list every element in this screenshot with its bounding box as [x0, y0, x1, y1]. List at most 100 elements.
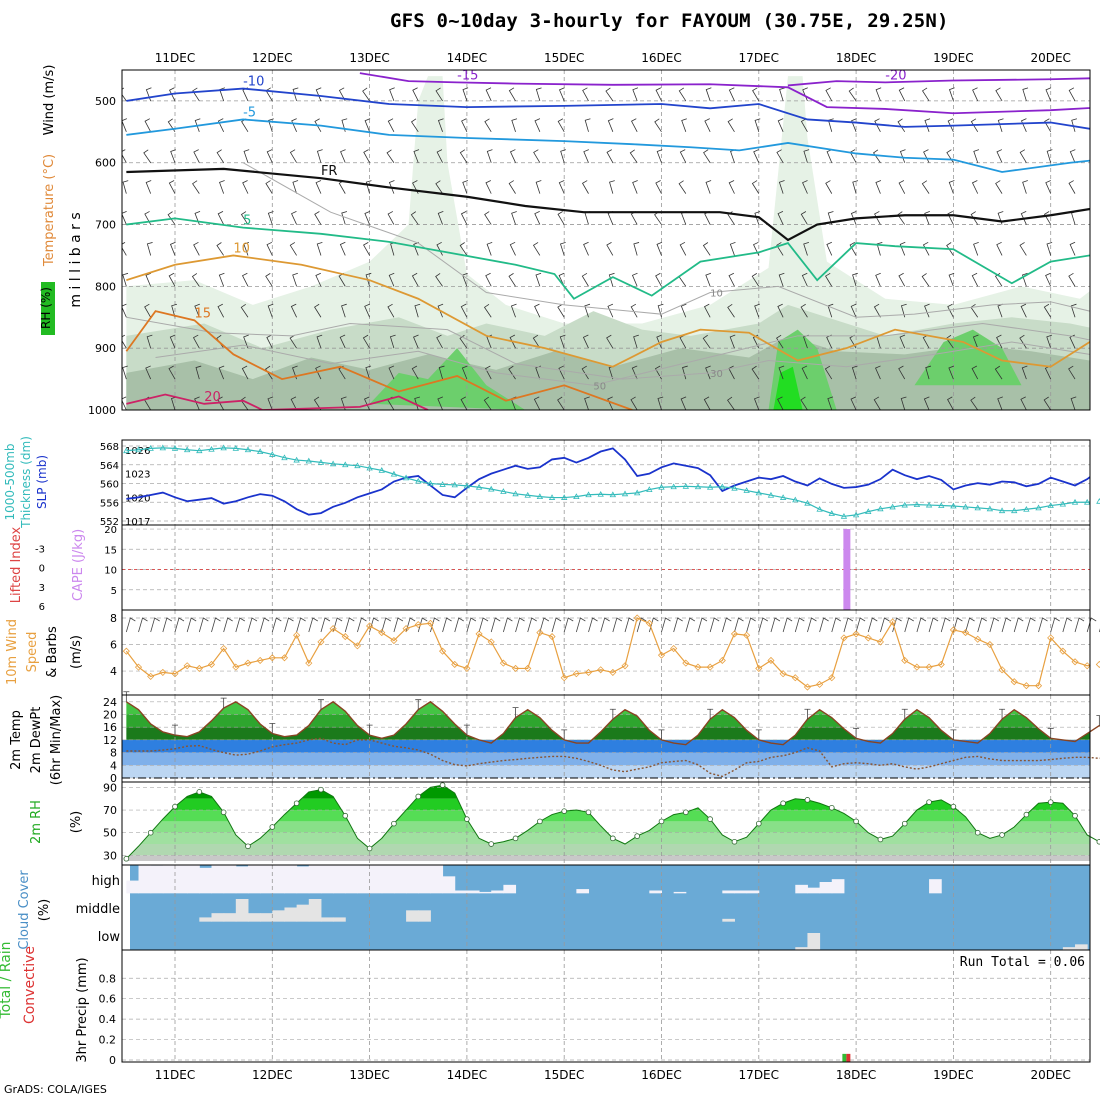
- wind-barb: [1045, 180, 1052, 194]
- wind-barb: [948, 180, 955, 194]
- wind-barb: [1045, 272, 1052, 287]
- wind-barb: [754, 118, 761, 132]
- wind-speed-marker: [341, 633, 349, 641]
- wind-barb: [996, 149, 1003, 163]
- wind-speed-marker: [682, 659, 690, 667]
- wind-barb: [508, 365, 516, 380]
- wind-speed-marker: [828, 674, 836, 682]
- cloud-high-bar: [150, 865, 164, 894]
- thickness-tick-label: 556: [100, 498, 119, 509]
- wind-barb: [582, 334, 589, 349]
- wind-barb: [900, 303, 907, 318]
- wind-speed-marker: [803, 683, 812, 691]
- temp-minmax-whisker: [658, 729, 665, 740]
- wind-barb: [777, 211, 784, 225]
- upper-ylabel-mb: m i l l i b a r s: [68, 212, 84, 307]
- wind-barb: [218, 272, 225, 287]
- thickness-marker: [828, 510, 835, 516]
- wind-barb: [510, 303, 517, 318]
- wind-barb: [217, 303, 225, 318]
- cloud-high-bar: [272, 865, 285, 894]
- isotherm-label: FR: [321, 164, 338, 179]
- wind-speed-marker: [986, 640, 994, 649]
- wind-barb: [485, 180, 492, 194]
- wind-barb: [362, 334, 370, 349]
- wind-barb: [1068, 272, 1076, 287]
- surface-wind-barb: [709, 617, 720, 633]
- rh-tick-label: 30: [103, 849, 117, 862]
- wind-speed-marker: [889, 618, 897, 626]
- rh-ylabel: 2m RH: [29, 800, 44, 844]
- wind-barb: [826, 149, 833, 163]
- wind-barb: [897, 211, 906, 225]
- thickness-marker: [427, 480, 434, 486]
- wind-barb: [341, 303, 347, 318]
- wind-barb: [1021, 365, 1028, 380]
- wind-barb: [1068, 365, 1076, 380]
- wind-speed-marker: [913, 663, 921, 671]
- thickness-marker: [816, 505, 823, 512]
- wind-speed-marker: [463, 664, 471, 672]
- wind-speed-marker: [572, 670, 580, 678]
- surface-wind-barb: [600, 617, 610, 633]
- rh-marker: [683, 809, 689, 816]
- wind-barb: [216, 242, 224, 256]
- wind-barb: [511, 118, 518, 132]
- wind-speed-marker: [779, 670, 787, 678]
- wind-barb: [754, 211, 761, 225]
- cloud-high-bar: [479, 891, 492, 894]
- surface-wind-barb: [807, 617, 817, 633]
- rh-marker: [1047, 799, 1054, 805]
- wind-barb: [1071, 118, 1078, 132]
- wind-barb: [241, 365, 249, 380]
- bottom-date-label: 13DEC: [349, 1068, 389, 1082]
- wind-barb: [290, 396, 297, 410]
- wind-barb: [388, 180, 395, 194]
- wind-barb: [581, 365, 589, 380]
- wind-speed-marker: [195, 664, 203, 672]
- cloud-high-bar: [345, 865, 358, 894]
- thickness-marker: [865, 508, 872, 515]
- wind-barb: [122, 396, 127, 410]
- wind-barb: [921, 273, 930, 287]
- temp-line: [125, 700, 1100, 746]
- rh-contour-label: 10: [710, 289, 723, 300]
- rh-tick-label: 70: [103, 804, 117, 817]
- rh-marker: [585, 809, 592, 816]
- wind-speed-marker: [657, 651, 666, 659]
- rh-marker: [804, 797, 811, 803]
- wind-barb: [997, 211, 1004, 225]
- wind-barb: [122, 303, 127, 318]
- wind-barb: [265, 273, 273, 287]
- thickness-marker: [342, 461, 349, 468]
- wind-barb: [289, 149, 297, 163]
- wind-barb: [292, 180, 299, 194]
- thickness-marker: [196, 447, 203, 454]
- cloud-high-bar: [211, 865, 225, 894]
- wind-barb: [267, 303, 274, 318]
- cloud-high-bar: [722, 890, 735, 894]
- wind-barb: [122, 272, 129, 287]
- wind-barb: [875, 365, 881, 380]
- surface-wind-barb: [624, 617, 635, 633]
- wind-barb: [169, 334, 176, 349]
- wind-barb: [582, 87, 589, 102]
- thickness-marker: [792, 496, 799, 503]
- top-date-label: 12DEC: [252, 51, 292, 65]
- wind-speed-marker: [767, 656, 775, 665]
- wind-barb: [583, 149, 589, 163]
- wind-barb: [193, 241, 200, 256]
- wind-barb: [362, 87, 370, 102]
- wind-barb: [243, 334, 249, 349]
- wind-barb: [631, 118, 638, 133]
- cloud-high-bar: [649, 890, 662, 894]
- wind-barb: [583, 241, 589, 256]
- temp-minmax-whisker: [804, 708, 811, 720]
- wind-barb: [363, 149, 370, 163]
- wind-barb: [364, 303, 370, 318]
- wind-barb: [339, 334, 346, 349]
- wind-barb: [704, 118, 711, 132]
- wind-barb: [194, 118, 201, 132]
- cloud-high-bar: [576, 889, 590, 894]
- wind-tick-label: 8: [110, 612, 117, 625]
